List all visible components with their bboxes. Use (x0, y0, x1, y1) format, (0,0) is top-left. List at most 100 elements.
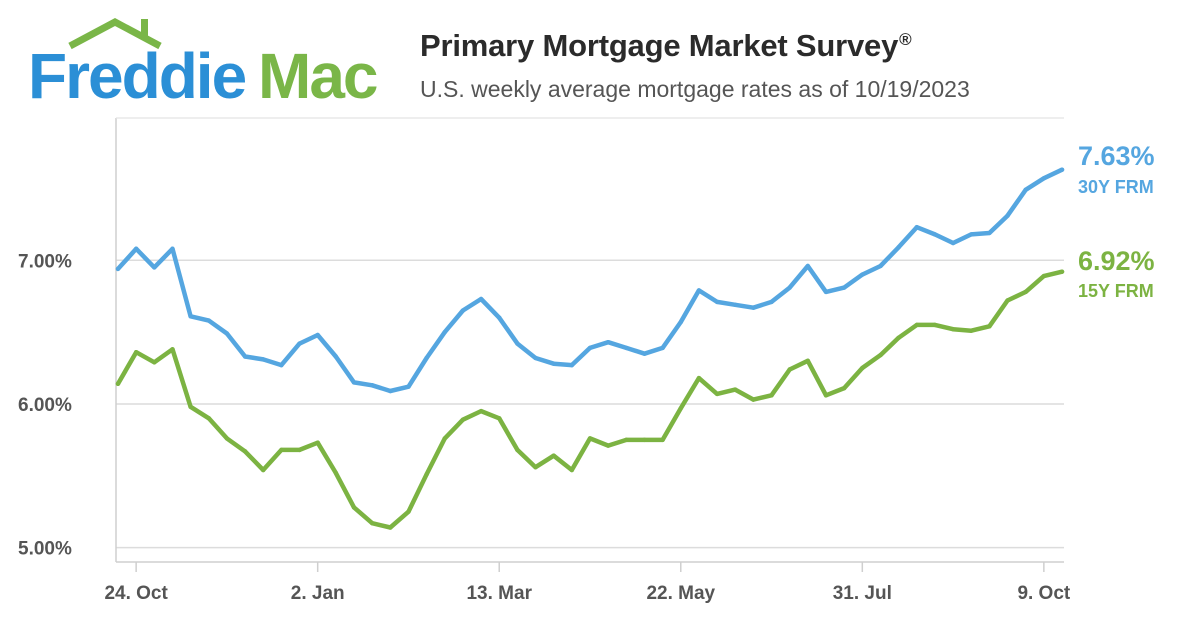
data-point-15y-frm (823, 393, 829, 398)
data-point-15y-frm (442, 436, 447, 441)
data-point-30y-frm (733, 302, 738, 307)
data-point-15y-frm (841, 385, 847, 391)
data-point-15y-frm (279, 447, 284, 453)
data-point-15y-frm (642, 437, 647, 443)
data-point-15y-frm (188, 404, 193, 410)
data-point-15y-frm (424, 472, 429, 477)
data-point-15y-frm (950, 327, 956, 332)
data-point-30y-frm (133, 246, 139, 251)
data-point-30y-frm (460, 308, 466, 313)
data-point-30y-frm (1059, 167, 1065, 172)
x-tick-label: 24. Oct (104, 583, 168, 604)
data-point-15y-frm (696, 375, 702, 381)
end-value-15y-frm: 6.92% (1078, 246, 1155, 276)
x-tick-label: 9. Oct (1017, 583, 1070, 604)
data-point-15y-frm (133, 350, 139, 355)
end-value-30y-frm: 7.63% (1078, 141, 1155, 171)
freddie-mac-logo: Freddie Mac (28, 14, 380, 106)
y-tick-label: 7.00% (18, 251, 72, 272)
data-point-30y-frm (896, 245, 901, 250)
x-tick-label: 22. May (646, 583, 715, 604)
data-point-15y-frm (333, 470, 339, 476)
data-point-30y-frm (841, 285, 847, 290)
y-tick-label: 6.00% (18, 395, 72, 416)
series-line-30y-frm (115, 167, 1065, 394)
data-point-15y-frm (242, 449, 248, 454)
data-point-15y-frm (987, 324, 992, 329)
data-point-30y-frm (152, 265, 157, 270)
data-point-15y-frm (878, 352, 883, 358)
roof-mark (68, 18, 162, 50)
chimney-mark (141, 19, 148, 37)
data-point-30y-frm (515, 341, 520, 346)
data-point-30y-frm (170, 246, 175, 251)
x-tick-label: 2. Jan (291, 583, 345, 604)
data-point-15y-frm (805, 358, 811, 364)
data-point-30y-frm (351, 380, 357, 385)
data-point-30y-frm (497, 315, 502, 320)
data-point-30y-frm (660, 345, 665, 351)
data-point-30y-frm (642, 351, 647, 356)
data-point-15y-frm (170, 347, 175, 352)
chart-title: Primary Mortgage Market Survey® (420, 28, 912, 64)
series-label-15y-frm: 15Y FRM (1078, 281, 1154, 301)
y-tick-label: 5.00% (18, 539, 72, 560)
data-point-15y-frm (315, 440, 320, 445)
chart-title-text: Primary Mortgage Market Survey (420, 28, 899, 63)
chart-subtitle: U.S. weekly average mortgage rates as of… (420, 76, 970, 102)
data-point-15y-frm (351, 505, 357, 510)
data-point-30y-frm (823, 289, 829, 295)
logo-word-freddie: Freddie (28, 40, 246, 106)
data-point-30y-frm (442, 329, 447, 335)
data-point-30y-frm (297, 341, 302, 346)
series-label-30y-frm: 30Y FRM (1078, 177, 1154, 197)
data-point-30y-frm (424, 355, 429, 361)
data-point-15y-frm (678, 406, 683, 411)
data-point-30y-frm (261, 357, 266, 362)
data-point-30y-frm (878, 263, 883, 269)
data-point-30y-frm (115, 266, 121, 272)
data-point-15y-frm (605, 443, 611, 448)
data-point-30y-frm (224, 331, 230, 336)
data-point-30y-frm (751, 305, 756, 310)
data-point-30y-frm (551, 361, 556, 366)
data-point-15y-frm (587, 436, 593, 441)
data-point-15y-frm (787, 367, 792, 372)
data-point-15y-frm (224, 436, 230, 441)
data-point-15y-frm (932, 322, 938, 328)
data-point-15y-frm (896, 335, 901, 341)
data-point-30y-frm (1023, 187, 1028, 193)
data-point-30y-frm (1005, 213, 1010, 218)
data-point-15y-frm (388, 525, 393, 530)
data-point-15y-frm (914, 322, 919, 328)
data-point-15y-frm (497, 416, 502, 421)
data-point-15y-frm (515, 447, 520, 453)
data-point-30y-frm (678, 319, 683, 325)
data-point-30y-frm (569, 362, 575, 368)
data-point-30y-frm (714, 299, 720, 305)
data-point-30y-frm (188, 314, 193, 319)
data-point-15y-frm (478, 408, 484, 414)
data-point-30y-frm (914, 225, 919, 230)
data-point-15y-frm (1023, 289, 1028, 295)
data-point-30y-frm (696, 288, 702, 293)
data-point-15y-frm (1059, 269, 1065, 274)
data-point-30y-frm (369, 383, 375, 388)
x-tick-label: 31. Jul (833, 583, 892, 604)
data-point-30y-frm (406, 384, 411, 389)
data-point-15y-frm (714, 391, 720, 397)
data-point-15y-frm (751, 397, 756, 402)
data-point-15y-frm (206, 416, 211, 421)
data-point-15y-frm (115, 381, 121, 387)
data-point-30y-frm (787, 285, 792, 290)
data-point-30y-frm (388, 388, 393, 394)
data-point-30y-frm (969, 232, 974, 237)
data-point-30y-frm (242, 354, 248, 359)
axes (115, 117, 1064, 572)
gridlines (116, 259, 1064, 549)
data-point-15y-frm (460, 417, 466, 422)
data-point-30y-frm (932, 232, 938, 237)
data-point-30y-frm (805, 263, 811, 269)
data-point-30y-frm (533, 355, 538, 361)
